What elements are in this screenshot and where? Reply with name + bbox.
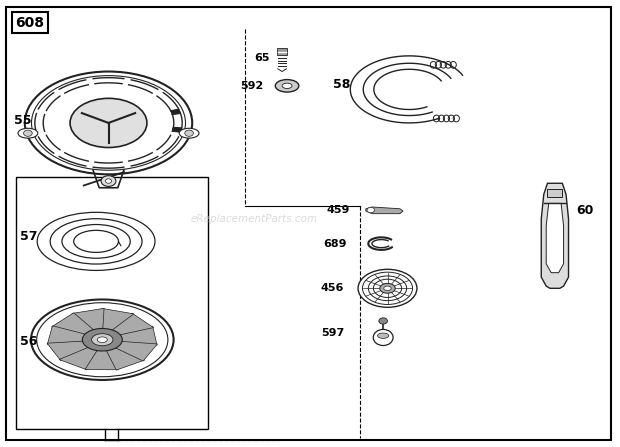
Text: 592: 592 xyxy=(241,81,264,91)
Text: 459: 459 xyxy=(327,205,350,215)
Polygon shape xyxy=(110,313,154,336)
Text: 55: 55 xyxy=(14,114,31,127)
Polygon shape xyxy=(366,207,403,214)
Text: 60: 60 xyxy=(577,203,594,217)
Ellipse shape xyxy=(358,269,417,308)
Polygon shape xyxy=(59,346,99,370)
Polygon shape xyxy=(112,341,157,361)
Text: 56: 56 xyxy=(20,335,37,349)
Ellipse shape xyxy=(378,333,389,338)
Circle shape xyxy=(379,318,388,324)
Polygon shape xyxy=(51,313,95,336)
Ellipse shape xyxy=(25,72,192,174)
Text: 689: 689 xyxy=(324,239,347,249)
Text: 65: 65 xyxy=(254,53,270,63)
Text: 597: 597 xyxy=(321,328,344,338)
Polygon shape xyxy=(541,183,569,288)
Polygon shape xyxy=(47,341,92,360)
Polygon shape xyxy=(102,308,134,332)
Bar xyxy=(16,177,208,429)
Circle shape xyxy=(101,176,116,186)
Polygon shape xyxy=(546,203,564,273)
Polygon shape xyxy=(106,346,144,370)
Circle shape xyxy=(367,207,374,213)
Ellipse shape xyxy=(97,337,107,342)
Ellipse shape xyxy=(275,80,299,92)
Circle shape xyxy=(185,130,193,136)
Ellipse shape xyxy=(179,128,199,138)
Polygon shape xyxy=(47,326,90,345)
Ellipse shape xyxy=(92,333,113,346)
Ellipse shape xyxy=(379,283,396,293)
Ellipse shape xyxy=(373,329,393,346)
Ellipse shape xyxy=(82,329,122,351)
Polygon shape xyxy=(72,308,104,332)
Text: 58: 58 xyxy=(333,78,350,92)
Text: 57: 57 xyxy=(20,230,37,244)
Text: 456: 456 xyxy=(321,283,344,293)
Circle shape xyxy=(105,179,112,183)
Polygon shape xyxy=(85,349,118,370)
Ellipse shape xyxy=(32,76,185,170)
Polygon shape xyxy=(115,326,157,345)
Bar xyxy=(277,48,287,55)
Circle shape xyxy=(24,130,32,136)
Text: 608: 608 xyxy=(16,16,45,30)
Ellipse shape xyxy=(384,286,391,291)
Ellipse shape xyxy=(37,303,168,377)
Ellipse shape xyxy=(70,98,147,148)
Ellipse shape xyxy=(282,83,292,89)
Text: eReplacementParts.com: eReplacementParts.com xyxy=(190,214,318,224)
Ellipse shape xyxy=(18,128,38,138)
Bar xyxy=(547,189,562,197)
Ellipse shape xyxy=(31,299,174,380)
